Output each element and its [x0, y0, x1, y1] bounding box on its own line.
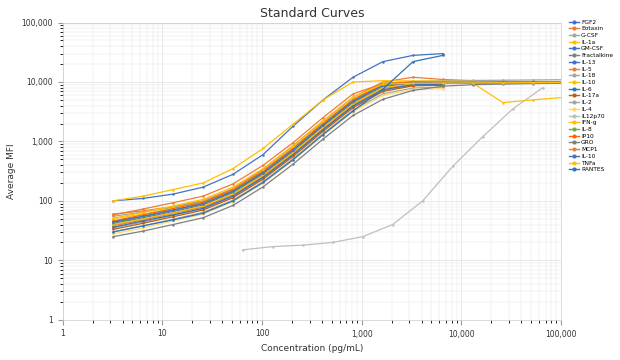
Legend: FGF2, Eotaxin, G-CSF, IL-1a, GM-CSF, Fractalkine, IL-13, IL-5, IL-18, IL-10, IL-: FGF2, Eotaxin, G-CSF, IL-1a, GM-CSF, Fra…	[569, 19, 613, 172]
X-axis label: Concentration (pg/mL): Concentration (pg/mL)	[260, 344, 363, 353]
Y-axis label: Average MFI: Average MFI	[7, 143, 16, 199]
Title: Standard Curves: Standard Curves	[260, 7, 364, 20]
